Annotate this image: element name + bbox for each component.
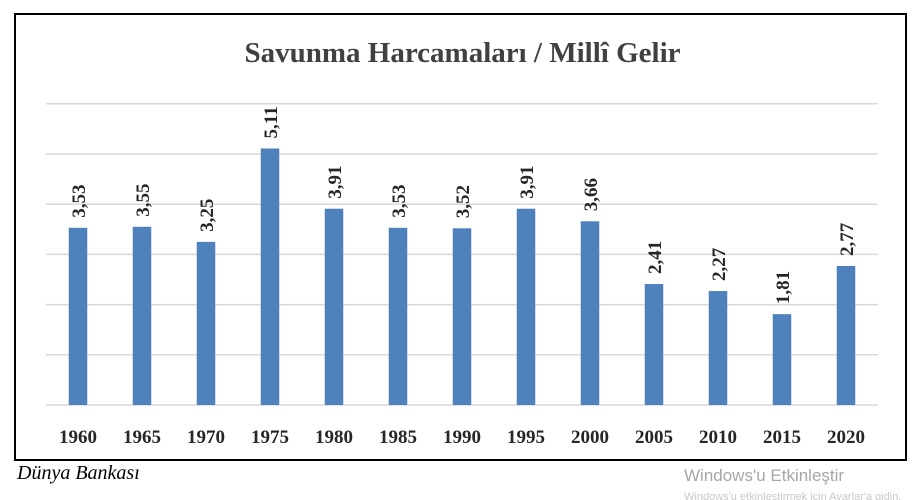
bar-1975 [260,148,280,405]
activation-watermark-subtitle: Windows'u etkinleştirmek için Ayarlar'a … [684,491,902,500]
tick-label-2005: 2005 [635,427,673,448]
bar-2005 [644,284,664,405]
tick-label-1975: 1975 [251,427,289,448]
data-label-2005: 2,41 [645,241,666,274]
tick-label-2000: 2000 [571,427,609,448]
bar-2020 [836,265,856,405]
data-label-1995: 3,91 [517,165,538,198]
bar-1980 [324,208,344,405]
data-labels: 3,53 3,55 3,25 5,11 3,91 3,53 3,52 3,91 3,66 2,41… [69,106,858,304]
data-label-2000: 3,66 [581,178,602,211]
tick-label-2015: 2015 [763,427,801,448]
bar-1960 [68,227,88,405]
data-label-1980: 3,91 [325,165,346,198]
data-label-1970: 3,25 [197,199,218,232]
tick-label-1970: 1970 [187,427,225,448]
x-axis-tick-labels: 1960 1965 1970 1975 1980 1985 1990 1995 2000 2005… [59,427,865,448]
bar-2015 [772,314,792,405]
data-label-1985: 3,53 [389,185,410,218]
bar-2000 [580,221,600,405]
data-label-2020: 2,77 [837,222,858,256]
bars [68,148,856,405]
tick-label-1990: 1990 [443,427,481,448]
tick-label-1980: 1980 [315,427,353,448]
bar-chart: 3,53 3,55 3,25 5,11 3,91 3,53 3,52 3,91 3,66 2,41… [46,103,878,448]
data-label-2015: 1,81 [773,271,794,304]
bar-2010 [708,291,728,405]
source-caption: Dünya Bankası [17,462,140,484]
bar-1995 [516,208,536,405]
bar-1990 [452,228,472,405]
activation-watermark: Windows'u Etkinleştir [684,466,845,485]
chart-frame: Savunma Harcamaları / Millî Gelir 3,53 3,… [14,13,907,461]
data-label-1960: 3,53 [69,185,90,218]
data-label-1975: 5,11 [261,106,282,138]
data-label-1965: 3,55 [133,184,154,217]
tick-label-2010: 2010 [699,427,737,448]
tick-label-1960: 1960 [59,427,97,448]
tick-label-2020: 2020 [827,427,865,448]
tick-label-1985: 1985 [379,427,417,448]
bar-1970 [196,241,216,405]
tick-label-1965: 1965 [123,427,161,448]
bar-1985 [388,227,408,405]
tick-label-1995: 1995 [507,427,545,448]
chart-title: Savunma Harcamaları / Millî Gelir [244,37,681,69]
data-label-1990: 3,52 [453,185,474,218]
data-label-2010: 2,27 [709,247,730,281]
bar-1965 [132,226,152,405]
